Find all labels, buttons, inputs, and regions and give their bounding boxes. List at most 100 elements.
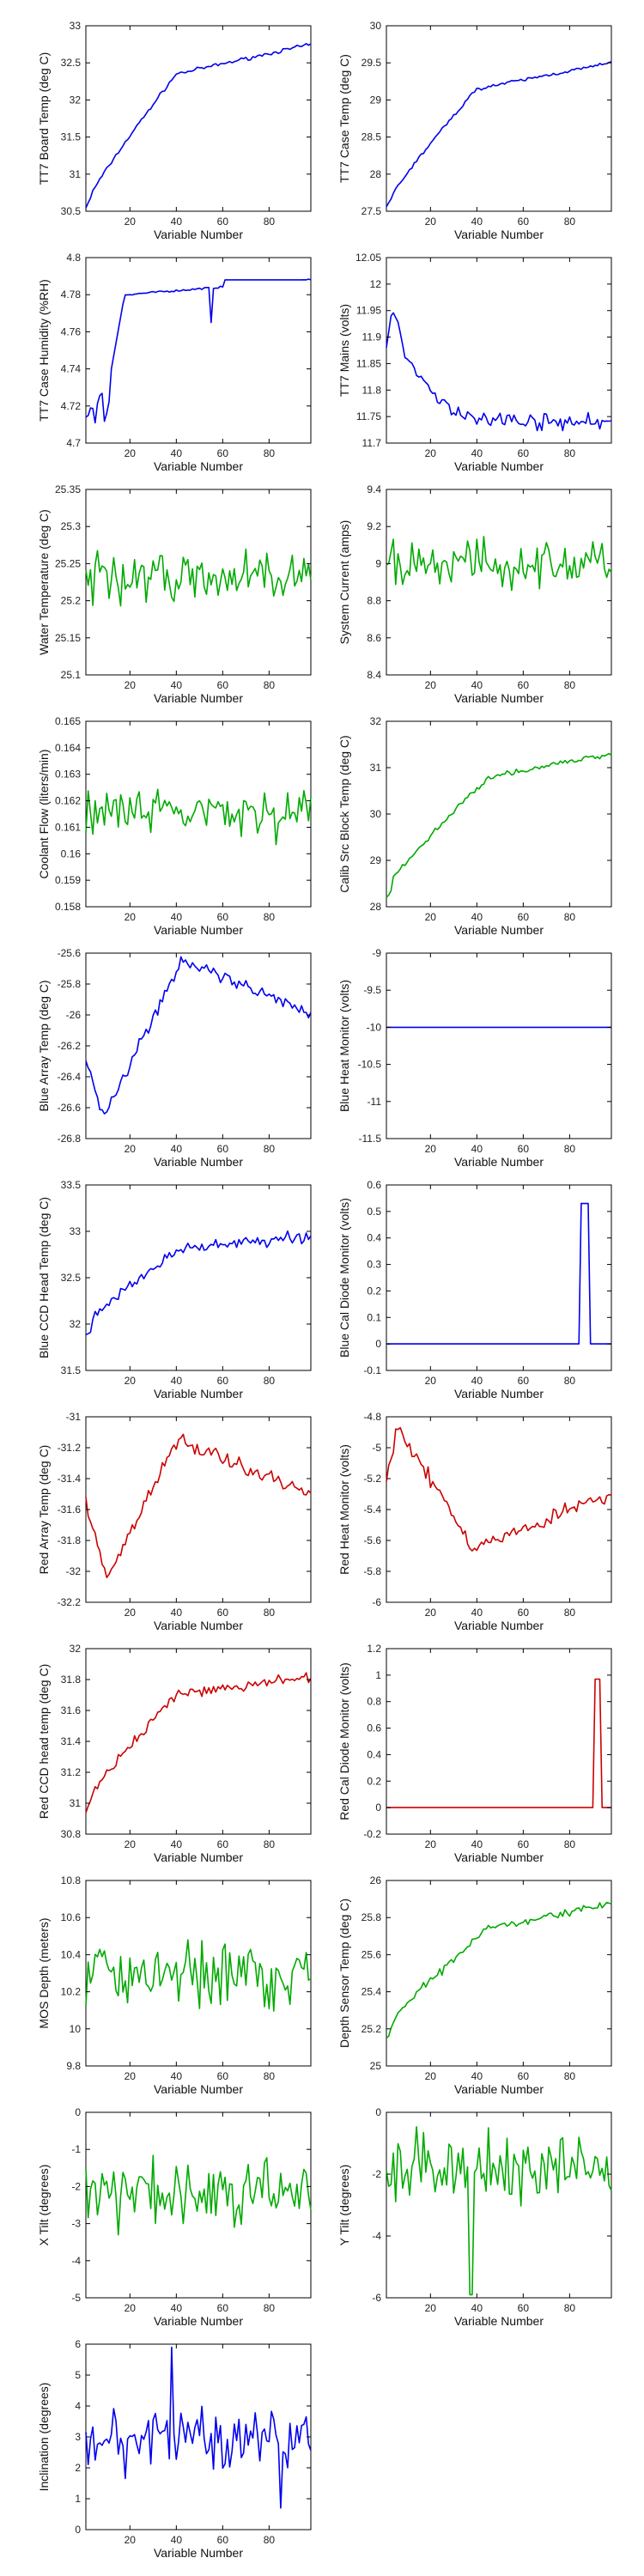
x-tick-label: 60 <box>217 2302 229 2314</box>
panel-16: -0.2 0 0.2 0.4 0.6 0.8 1 1.2 20 40 60 80 Variable Nu… <box>337 1643 612 1864</box>
y-tick-label: -5.8 <box>363 1565 381 1577</box>
series-line <box>386 536 612 592</box>
y-tick-label: 25.15 <box>55 632 81 644</box>
y-tick-label: -32.2 <box>58 1596 82 1608</box>
x-tick-label: 40 <box>171 679 183 691</box>
y-tick-label: 31 <box>70 1797 82 1809</box>
y-tick-label: 25 <box>370 2060 382 2072</box>
y-tick-label: 4.74 <box>61 363 82 375</box>
y-tick-label: 11.7 <box>362 437 382 449</box>
y-tick-label: 31.6 <box>61 1704 82 1716</box>
x-tick-label: 80 <box>264 911 276 923</box>
x-tick-label: 80 <box>564 1607 576 1619</box>
y-tick-label: -3 <box>71 2218 81 2230</box>
x-axis-label: Variable Number <box>154 2314 243 2328</box>
plot-frame <box>85 720 312 908</box>
x-tick-label: 40 <box>471 1607 483 1619</box>
y-tick-label: -26 <box>66 1009 82 1021</box>
panel-7: 0.158 0.159 0.16 0.161 0.162 0.163 0.164 0.165 2… <box>37 715 312 937</box>
y-tick-label: -4 <box>71 2255 81 2267</box>
x-tick-label: 80 <box>564 1375 576 1387</box>
y-tick-label: 31.2 <box>61 1766 82 1778</box>
x-tick-label: 60 <box>217 447 229 459</box>
y-axis-label: TT7 Board Temp (deg C) <box>37 52 51 185</box>
series-line <box>85 278 312 424</box>
series-line <box>386 312 612 432</box>
x-tick-label: 20 <box>425 679 437 691</box>
x-tick-label: 40 <box>471 911 483 923</box>
panel-13: -32.2 -32 -31.8 -31.6 -31.4 -31.2 -31 20 40 60 80 V… <box>37 1411 312 1632</box>
y-tick-label: 0.3 <box>367 1259 381 1271</box>
panel-3: 4.7 4.72 4.74 4.76 4.78 4.8 20 40 60 80 Variable N… <box>37 252 312 473</box>
x-tick-label: 40 <box>471 216 483 228</box>
x-tick-label: 80 <box>264 2302 276 2314</box>
y-tick-label: -9.5 <box>363 984 381 996</box>
y-tick-label: 4.78 <box>61 289 82 301</box>
y-tick-label: -5 <box>71 2292 81 2304</box>
x-tick-label: 60 <box>518 1143 530 1155</box>
y-tick-label: 31.8 <box>61 1674 82 1686</box>
y-tick-label: -4 <box>372 2230 381 2242</box>
series-line <box>85 2154 312 2236</box>
y-tick-label: -26.4 <box>58 1071 82 1083</box>
y-axis-label: Depth Sensor Temp (deg C) <box>337 1899 351 2048</box>
x-tick-label: 20 <box>125 1375 137 1387</box>
panel-17: 9.8 10 10.2 10.4 10.6 10.8 20 40 60 80 Variable Nu… <box>37 1874 312 2096</box>
y-tick-label: -32 <box>66 1565 82 1577</box>
x-axis-label: Variable Number <box>154 459 243 473</box>
x-tick-label: 40 <box>471 679 483 691</box>
x-axis-label: Variable Number <box>454 1387 544 1400</box>
x-tick-label: 40 <box>471 2070 483 2082</box>
x-tick-label: 20 <box>425 1838 437 1850</box>
plot-frame <box>85 1416 312 1603</box>
x-tick-label: 40 <box>171 1607 183 1619</box>
plot-frame <box>85 25 312 212</box>
x-tick-label: 60 <box>518 1375 530 1387</box>
x-tick-label: 60 <box>217 2534 229 2546</box>
y-tick-label: 30 <box>370 808 382 820</box>
plot-frame <box>85 257 312 444</box>
y-tick-label: 25.4 <box>361 1986 382 1998</box>
y-tick-label: 31.5 <box>61 1364 82 1376</box>
y-tick-label: 0.5 <box>367 1206 381 1218</box>
x-tick-label: 80 <box>564 447 576 459</box>
x-axis-label: Variable Number <box>154 2082 243 2096</box>
plot-frame <box>85 952 312 1139</box>
y-axis-label: TT7 Case Humidity (%RH) <box>37 279 51 422</box>
y-axis-label: TT7 Mains (volts) <box>337 304 351 397</box>
y-tick-label: 10.4 <box>61 1948 82 1960</box>
y-tick-label: 10.2 <box>61 1986 82 1998</box>
x-tick-label: 60 <box>217 911 229 923</box>
plot-frame <box>386 952 612 1139</box>
y-axis-label: Red Heat Monitor (volts) <box>337 1444 351 1575</box>
series-line <box>85 548 312 607</box>
y-tick-label: 25.3 <box>61 520 82 532</box>
x-tick-label: 80 <box>264 679 276 691</box>
y-tick-label: 32 <box>70 1318 82 1330</box>
y-tick-label: 0.164 <box>55 742 81 754</box>
x-axis-label: Variable Number <box>454 1619 544 1632</box>
y-tick-label: 29 <box>370 854 382 866</box>
x-tick-label: 80 <box>264 447 276 459</box>
y-tick-label: 28 <box>370 901 382 913</box>
panel-8: 28 29 30 31 32 20 40 60 80 Variable Number Calib S… <box>337 715 612 937</box>
y-tick-label: 29 <box>370 94 382 106</box>
y-tick-label: 0.4 <box>367 1232 381 1244</box>
y-tick-label: 10.8 <box>61 1874 82 1886</box>
plot-frame <box>386 2111 612 2299</box>
y-tick-label: 0.1 <box>367 1311 381 1323</box>
x-tick-label: 60 <box>518 679 530 691</box>
x-tick-label: 20 <box>125 447 137 459</box>
series-line <box>386 1901 612 2039</box>
y-tick-label: 11.9 <box>362 331 382 343</box>
x-axis-label: Variable Number <box>454 459 544 473</box>
x-tick-label: 20 <box>125 1838 137 1850</box>
y-tick-label: 25.6 <box>361 1948 382 1960</box>
y-tick-label: 32.5 <box>61 1272 82 1284</box>
y-tick-label: 32 <box>370 715 382 727</box>
x-tick-label: 60 <box>217 1607 229 1619</box>
y-tick-label: -6 <box>372 1596 381 1608</box>
x-tick-label: 80 <box>264 1838 276 1850</box>
x-tick-label: 80 <box>564 1143 576 1155</box>
x-axis-label: Variable Number <box>454 228 544 241</box>
